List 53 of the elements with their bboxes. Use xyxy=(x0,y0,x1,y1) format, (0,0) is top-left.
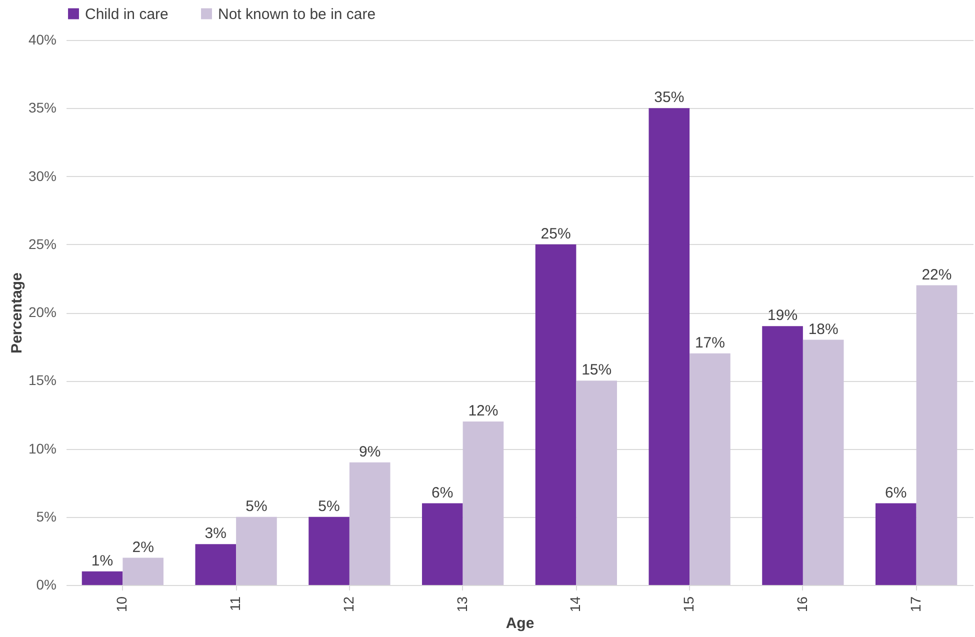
data-label: 5% xyxy=(246,498,268,515)
legend-label: Not known to be in care xyxy=(218,6,376,23)
y-tick-label: 0% xyxy=(36,576,56,592)
y-tick-label: 35% xyxy=(28,100,56,116)
bar xyxy=(308,516,350,585)
data-label: 5% xyxy=(318,498,340,515)
data-label: 3% xyxy=(204,525,226,542)
y-tick-label: 5% xyxy=(36,508,56,524)
data-label: 22% xyxy=(922,266,952,284)
bar xyxy=(576,380,618,585)
bar xyxy=(122,558,164,585)
x-tick-label: 12 xyxy=(340,596,356,612)
x-tick-label: 15 xyxy=(680,596,697,612)
data-label: 2% xyxy=(132,538,154,556)
data-label: 35% xyxy=(654,89,684,106)
bar xyxy=(535,244,576,585)
bar xyxy=(82,571,123,585)
bar xyxy=(195,544,236,585)
y-axis-title: Percentage xyxy=(8,272,26,354)
bar xyxy=(648,108,690,585)
bar xyxy=(762,326,803,585)
bar xyxy=(916,285,958,585)
legend-label: Child in care xyxy=(85,6,168,23)
x-axis-title: Age xyxy=(506,615,534,632)
y-tick-label: 15% xyxy=(28,372,56,388)
bar xyxy=(349,462,390,585)
bar xyxy=(422,503,463,585)
x-tick-label: 17 xyxy=(907,596,924,612)
y-tick-label: 40% xyxy=(28,32,56,48)
bar xyxy=(876,503,916,585)
bar xyxy=(462,422,504,585)
x-tick-label: 10 xyxy=(114,596,130,612)
data-label: 17% xyxy=(694,334,725,352)
bar xyxy=(802,340,844,585)
y-tick-label: 30% xyxy=(28,168,56,184)
data-label: 12% xyxy=(468,402,498,420)
x-tick-label: 13 xyxy=(454,596,470,612)
bar xyxy=(236,516,277,585)
data-label: 25% xyxy=(540,225,571,242)
data-label: 6% xyxy=(432,484,454,502)
y-tick-label: 25% xyxy=(28,236,56,252)
data-label: 9% xyxy=(359,443,381,460)
x-tick-label: 16 xyxy=(794,596,810,612)
x-tick-label: 11 xyxy=(227,596,244,612)
bar xyxy=(690,353,730,585)
y-tick-label: 20% xyxy=(28,304,56,320)
y-tick-label: 10% xyxy=(28,440,56,456)
data-label: 15% xyxy=(582,362,612,379)
data-label: 6% xyxy=(885,484,907,502)
data-label: 19% xyxy=(768,307,798,324)
x-tick-label: 14 xyxy=(567,596,584,612)
data-label: 1% xyxy=(91,552,114,570)
data-label: 18% xyxy=(808,320,838,338)
